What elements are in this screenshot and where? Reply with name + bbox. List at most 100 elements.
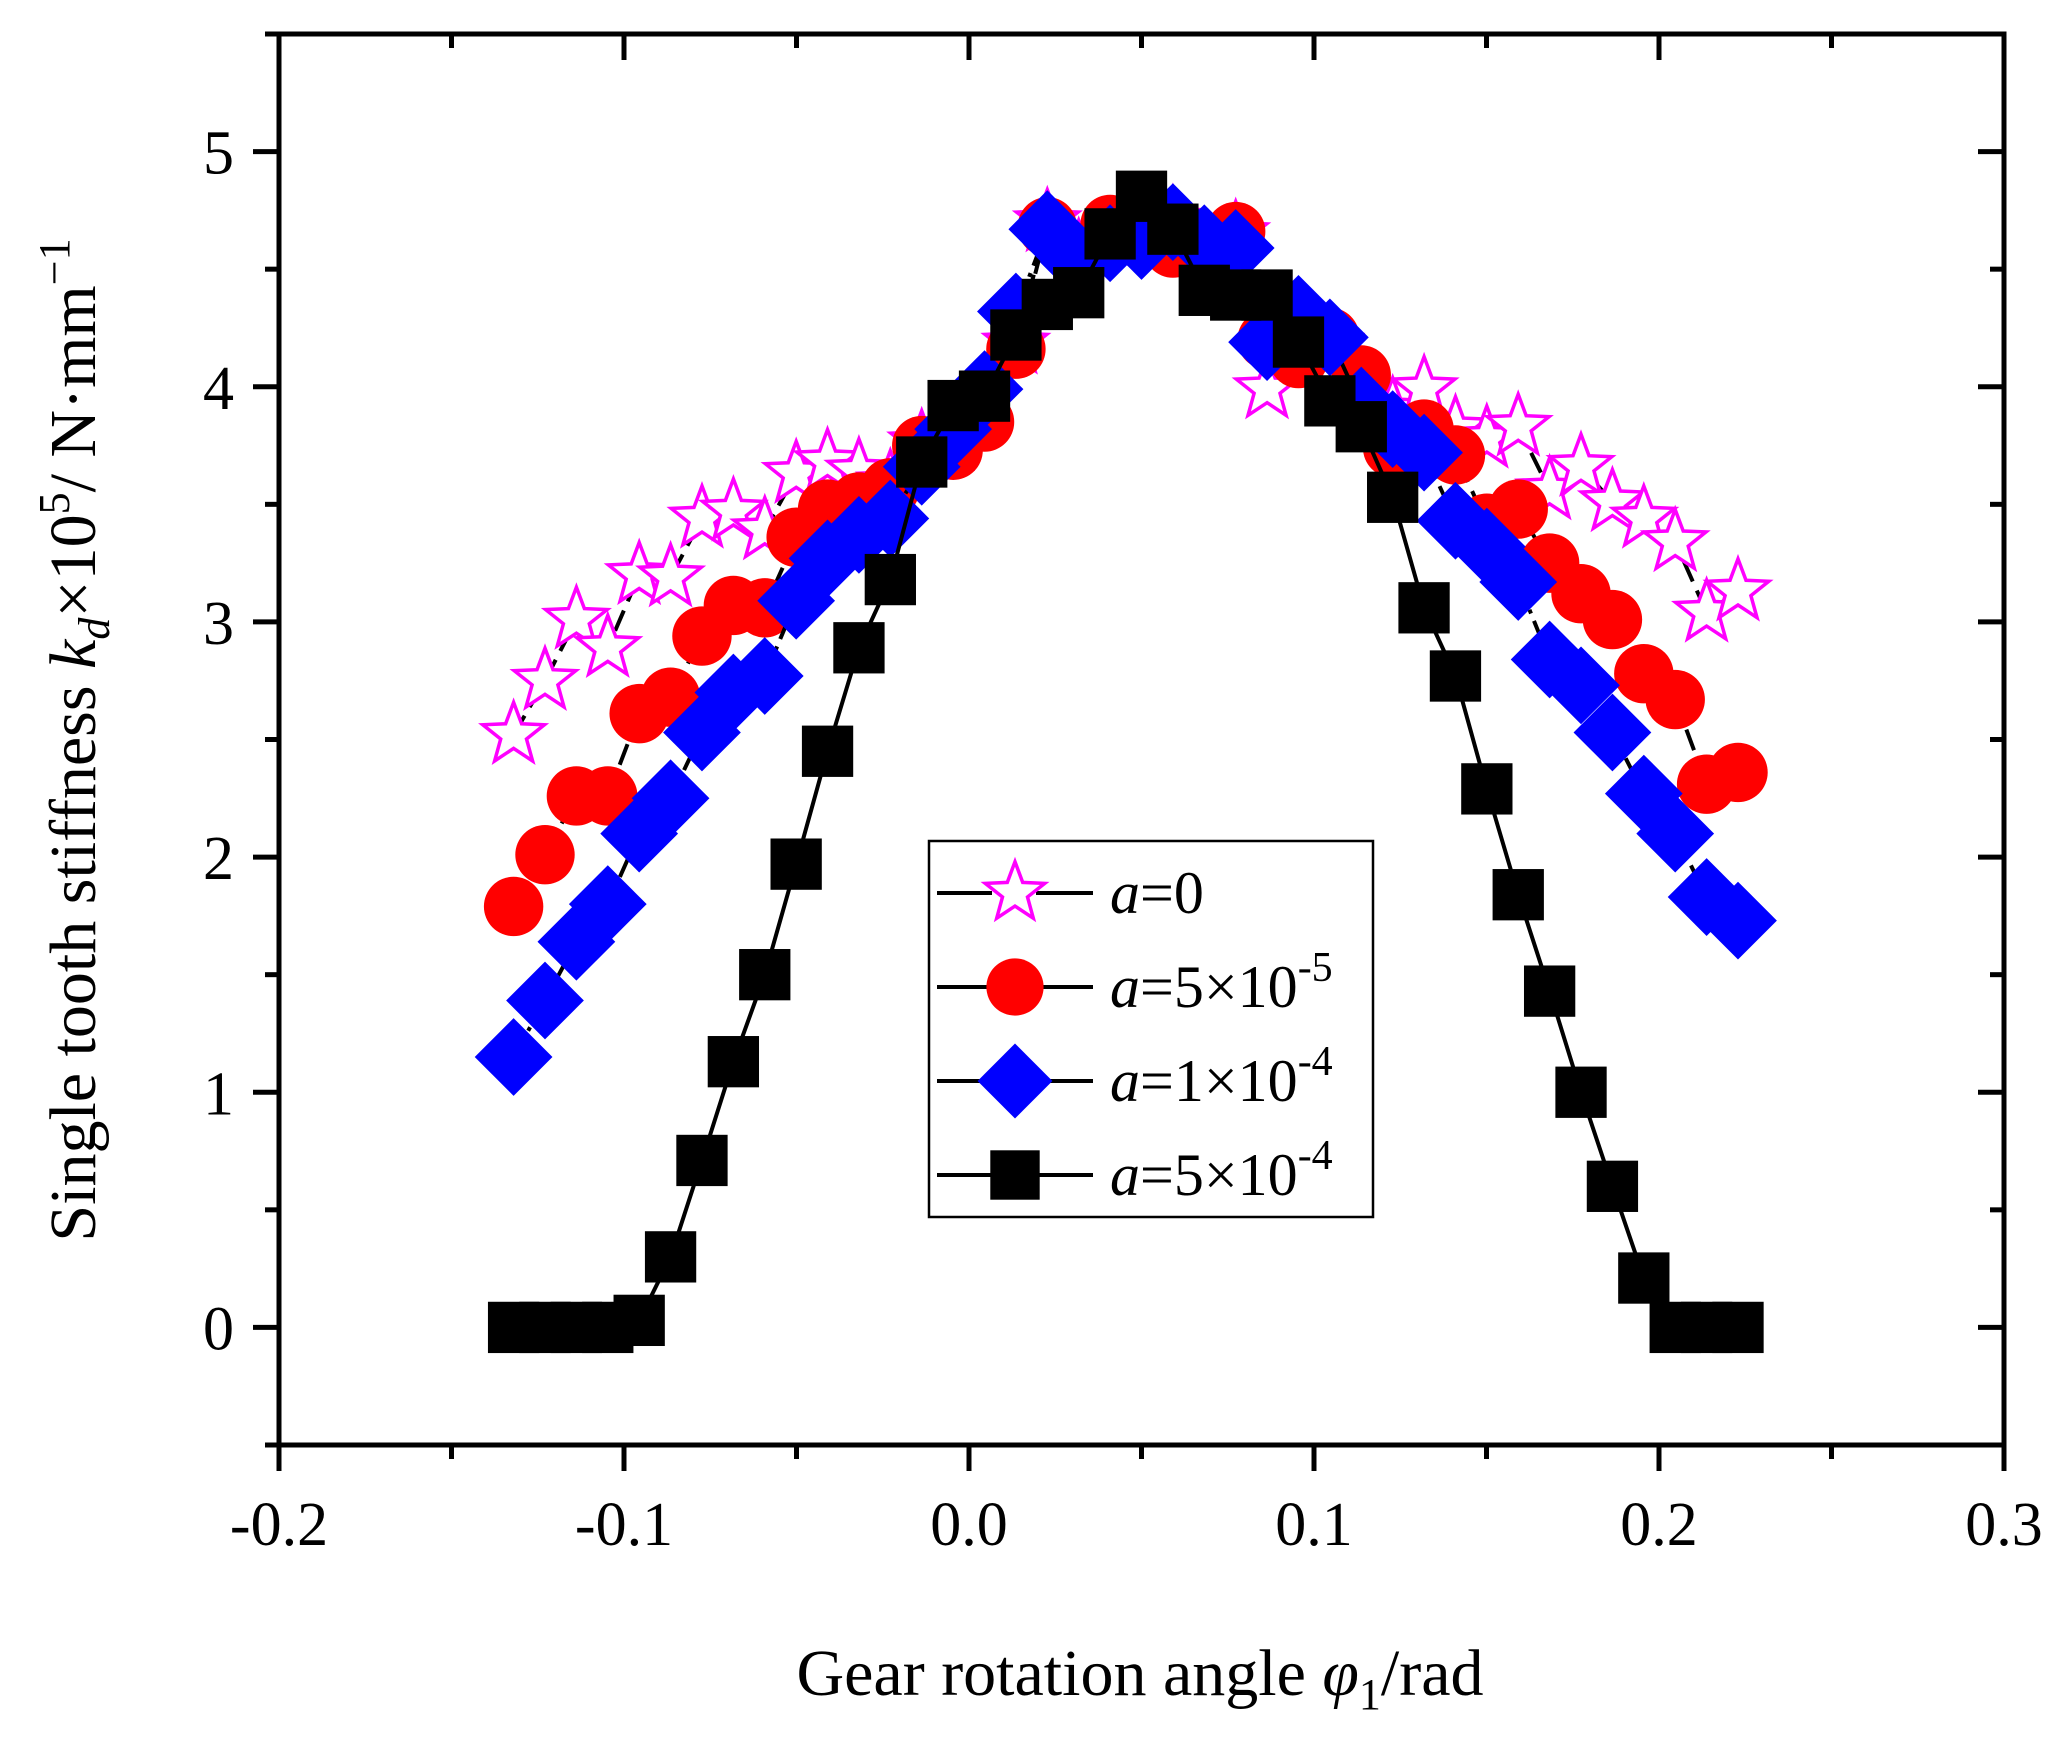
data-point bbox=[1636, 794, 1715, 873]
ticks-layer bbox=[253, 31, 2007, 1471]
data-point bbox=[1228, 303, 1306, 381]
legend: a=0a=5×10-5a=1×10-4a=5×10-4 bbox=[927, 839, 1375, 1219]
data-point bbox=[739, 949, 791, 1001]
data-point bbox=[1702, 553, 1774, 622]
legend-label-exponent: -4 bbox=[1298, 1133, 1333, 1179]
legend-label: a=0 bbox=[1110, 860, 1204, 926]
data-point bbox=[1429, 650, 1482, 702]
y-tick-label: 1 bbox=[203, 1060, 234, 1128]
data-point bbox=[1708, 742, 1768, 803]
data-point bbox=[1576, 464, 1648, 533]
data-point bbox=[631, 759, 710, 838]
legend-label-value: =5×10 bbox=[1140, 954, 1298, 1020]
data-point bbox=[833, 622, 885, 674]
data-point bbox=[1542, 646, 1620, 725]
x-axis-title: Gear rotation angle φ1/rad bbox=[796, 1637, 1483, 1719]
data-point bbox=[770, 838, 822, 890]
legend-label-symbol: a bbox=[1110, 954, 1140, 1020]
data-point bbox=[506, 961, 584, 1040]
data-point bbox=[1385, 413, 1463, 492]
y-axis-title: Single tooth stiffness kd×105/ N·mm−1 bbox=[30, 238, 119, 1241]
legend-label-exponent: -5 bbox=[1298, 945, 1333, 991]
legend-label-exponent: -4 bbox=[1298, 1039, 1333, 1085]
data-point bbox=[474, 1018, 553, 1096]
data-point bbox=[707, 1036, 760, 1088]
y-axis-title-main: Single tooth stiffness bbox=[37, 669, 110, 1242]
data-point bbox=[483, 876, 544, 937]
data-point bbox=[1259, 274, 1338, 353]
y-axis-title-times: ×10 bbox=[37, 514, 110, 617]
y-axis-title-exp: 5 bbox=[30, 492, 79, 514]
data-point bbox=[1398, 582, 1450, 634]
data-point bbox=[1488, 479, 1548, 539]
data-point bbox=[568, 865, 647, 943]
data-point bbox=[1196, 209, 1275, 287]
plot-area bbox=[253, 31, 2007, 1471]
legend-label-symbol: a bbox=[1110, 1048, 1140, 1114]
data-point bbox=[896, 436, 948, 488]
x-tick-labels: -0.2 -0.1 0.0 0.1 0.2 0.3 bbox=[230, 1491, 2043, 1559]
y-tick-label: 2 bbox=[203, 825, 234, 893]
legend-label: a=1×10-4 bbox=[1110, 1039, 1333, 1114]
legend-marker bbox=[977, 1043, 1053, 1119]
x-axis-title-subscript: 1 bbox=[1359, 1670, 1381, 1719]
y-axis-title-unit: / N·mm bbox=[37, 285, 110, 492]
data-point bbox=[1482, 389, 1554, 457]
data-point bbox=[791, 424, 864, 493]
x-tick-label: 0.2 bbox=[1620, 1491, 1698, 1559]
data-point bbox=[540, 582, 612, 650]
legend-marker bbox=[990, 1150, 1040, 1200]
data-point bbox=[644, 1231, 697, 1283]
legend-label: a=5×10-5 bbox=[1110, 945, 1333, 1020]
data-point bbox=[864, 553, 916, 606]
data-point bbox=[1582, 589, 1643, 650]
data-point bbox=[1353, 390, 1432, 468]
data-point bbox=[1147, 203, 1199, 255]
data-point bbox=[1667, 858, 1746, 936]
legend-label-value: =5×10 bbox=[1140, 1142, 1298, 1208]
data-point bbox=[1241, 269, 1293, 321]
data-point bbox=[1523, 965, 1576, 1017]
data-point bbox=[1479, 543, 1558, 621]
data-point bbox=[725, 637, 804, 715]
y-axis-title-symbol: k bbox=[37, 638, 110, 669]
x-tick-label: 0.1 bbox=[1275, 1491, 1353, 1559]
legend-marker bbox=[980, 856, 1050, 923]
y-tick-label: 4 bbox=[203, 355, 234, 423]
y-tick-label: 5 bbox=[203, 120, 234, 188]
data-point bbox=[1699, 881, 1777, 960]
y-axis-title-subscript: d bbox=[70, 617, 119, 640]
legend-marker bbox=[986, 958, 1044, 1016]
data-point bbox=[1367, 471, 1419, 523]
y-tick-labels: 0 1 2 3 4 5 bbox=[203, 120, 234, 1364]
data-point bbox=[613, 1294, 665, 1347]
data-point bbox=[676, 1134, 728, 1187]
legend-label-symbol: a bbox=[1110, 860, 1140, 926]
x-axis-title-unit: /rad bbox=[1381, 1637, 1484, 1710]
legend-item: a=5×10-4 bbox=[937, 1133, 1333, 1208]
legend-label-value: =0 bbox=[1140, 860, 1204, 926]
data-point bbox=[1053, 267, 1105, 319]
data-point bbox=[1712, 1301, 1764, 1354]
data-point bbox=[572, 610, 644, 679]
x-tick-label: 0.3 bbox=[1965, 1491, 2043, 1559]
data-point bbox=[1573, 693, 1652, 772]
data-point bbox=[1555, 1066, 1607, 1118]
data-point bbox=[635, 539, 707, 608]
x-tick-label: -0.1 bbox=[575, 1491, 673, 1559]
legend-item: a=1×10-4 bbox=[937, 1039, 1333, 1119]
y-tick-label: 3 bbox=[203, 590, 234, 658]
legend-label-symbol: a bbox=[1110, 1142, 1140, 1208]
data-point bbox=[1618, 1252, 1670, 1304]
legend-label: a=5×10-4 bbox=[1110, 1133, 1333, 1208]
data-point bbox=[1290, 298, 1369, 377]
data-point bbox=[509, 643, 581, 711]
data-point bbox=[1545, 429, 1617, 497]
data-point bbox=[515, 825, 575, 885]
data-point bbox=[1335, 401, 1387, 453]
series-layer bbox=[474, 170, 1777, 1354]
x-axis-title-main: Gear rotation angle bbox=[796, 1637, 1322, 1710]
data-point bbox=[1645, 669, 1705, 730]
data-point bbox=[1639, 504, 1711, 573]
